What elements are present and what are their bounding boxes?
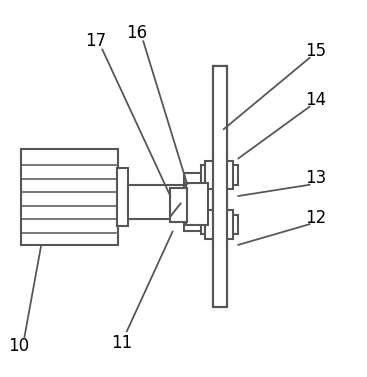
Bar: [184, 218, 207, 231]
Text: 10: 10: [8, 337, 29, 355]
Bar: [21, 149, 118, 245]
Text: 17: 17: [85, 32, 106, 50]
Bar: [201, 215, 237, 234]
Bar: [201, 165, 237, 185]
Bar: [213, 66, 227, 307]
Text: 12: 12: [305, 209, 327, 227]
Bar: [186, 183, 208, 225]
Text: 14: 14: [305, 91, 326, 109]
Text: 11: 11: [112, 334, 133, 351]
Bar: [213, 66, 227, 307]
Text: 15: 15: [305, 42, 326, 60]
Bar: [117, 168, 128, 226]
Bar: [128, 185, 207, 219]
Text: 13: 13: [305, 169, 327, 187]
Bar: [184, 173, 207, 186]
Bar: [206, 161, 233, 189]
Bar: [170, 188, 187, 222]
Bar: [206, 210, 233, 239]
Bar: [213, 66, 227, 307]
Text: 16: 16: [127, 24, 148, 42]
